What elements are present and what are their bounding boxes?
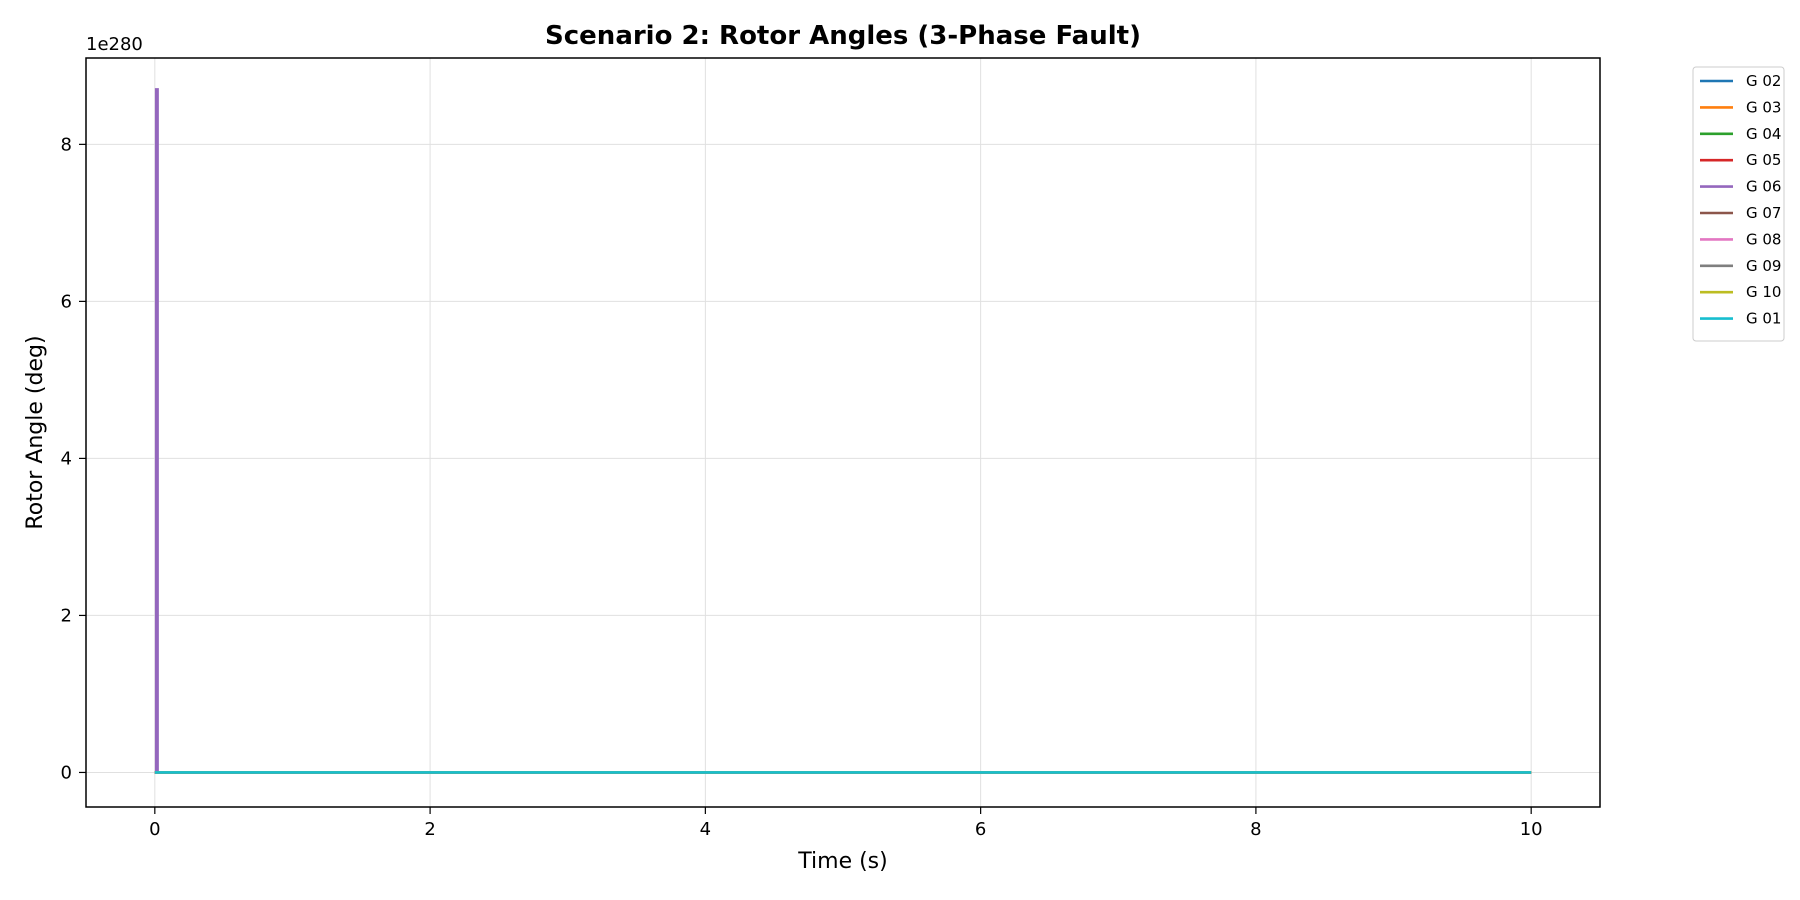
series-line-g-06 bbox=[154, 88, 159, 774]
legend-label-g-01: G 01 bbox=[1746, 310, 1781, 328]
legend-label-g-10: G 10 bbox=[1746, 283, 1781, 301]
y-tick-label: 0 bbox=[61, 762, 72, 783]
legend: G 02 G 03 G 04 G 05 G 06 G 07 G 08 G 09 G 10 G 01 bbox=[1692, 66, 1785, 342]
x-tick-label: 2 bbox=[424, 819, 435, 840]
legend-box bbox=[1692, 66, 1785, 342]
y-tick-label: 6 bbox=[61, 291, 72, 312]
y-tick-label: 8 bbox=[61, 134, 72, 155]
x-tick-label: 4 bbox=[700, 819, 711, 840]
y-axis-label: Rotor Angle (deg) bbox=[23, 335, 48, 529]
y-axis-offset-text: 1e280 bbox=[86, 34, 143, 55]
ticks: 0 2 4 6 8 10 0 2 4 6 8 bbox=[61, 134, 1543, 840]
y-tick-label: 2 bbox=[61, 605, 72, 626]
legend-label-g-06: G 06 bbox=[1746, 178, 1781, 196]
chart-title: Scenario 2: Rotor Angles (3-Phase Fault) bbox=[545, 21, 1141, 51]
legend-label-g-04: G 04 bbox=[1746, 125, 1781, 143]
x-tick-label: 8 bbox=[1250, 819, 1261, 840]
y-tick-label: 4 bbox=[61, 448, 72, 469]
legend-label-g-03: G 03 bbox=[1746, 98, 1781, 116]
axes-frame bbox=[85, 57, 1601, 808]
x-tick-label: 10 bbox=[1520, 819, 1543, 840]
x-axis-label: Time (s) bbox=[797, 849, 887, 874]
x-tick-label: 6 bbox=[975, 819, 986, 840]
legend-label-g-02: G 02 bbox=[1746, 72, 1781, 90]
x-tick-label: 0 bbox=[149, 819, 160, 840]
grid bbox=[86, 58, 1600, 807]
legend-label-g-08: G 08 bbox=[1746, 230, 1781, 248]
series-lines bbox=[154, 88, 1532, 774]
legend-label-g-07: G 07 bbox=[1746, 204, 1781, 222]
legend-label-g-09: G 09 bbox=[1746, 257, 1781, 275]
legend-label-g-05: G 05 bbox=[1746, 151, 1781, 169]
